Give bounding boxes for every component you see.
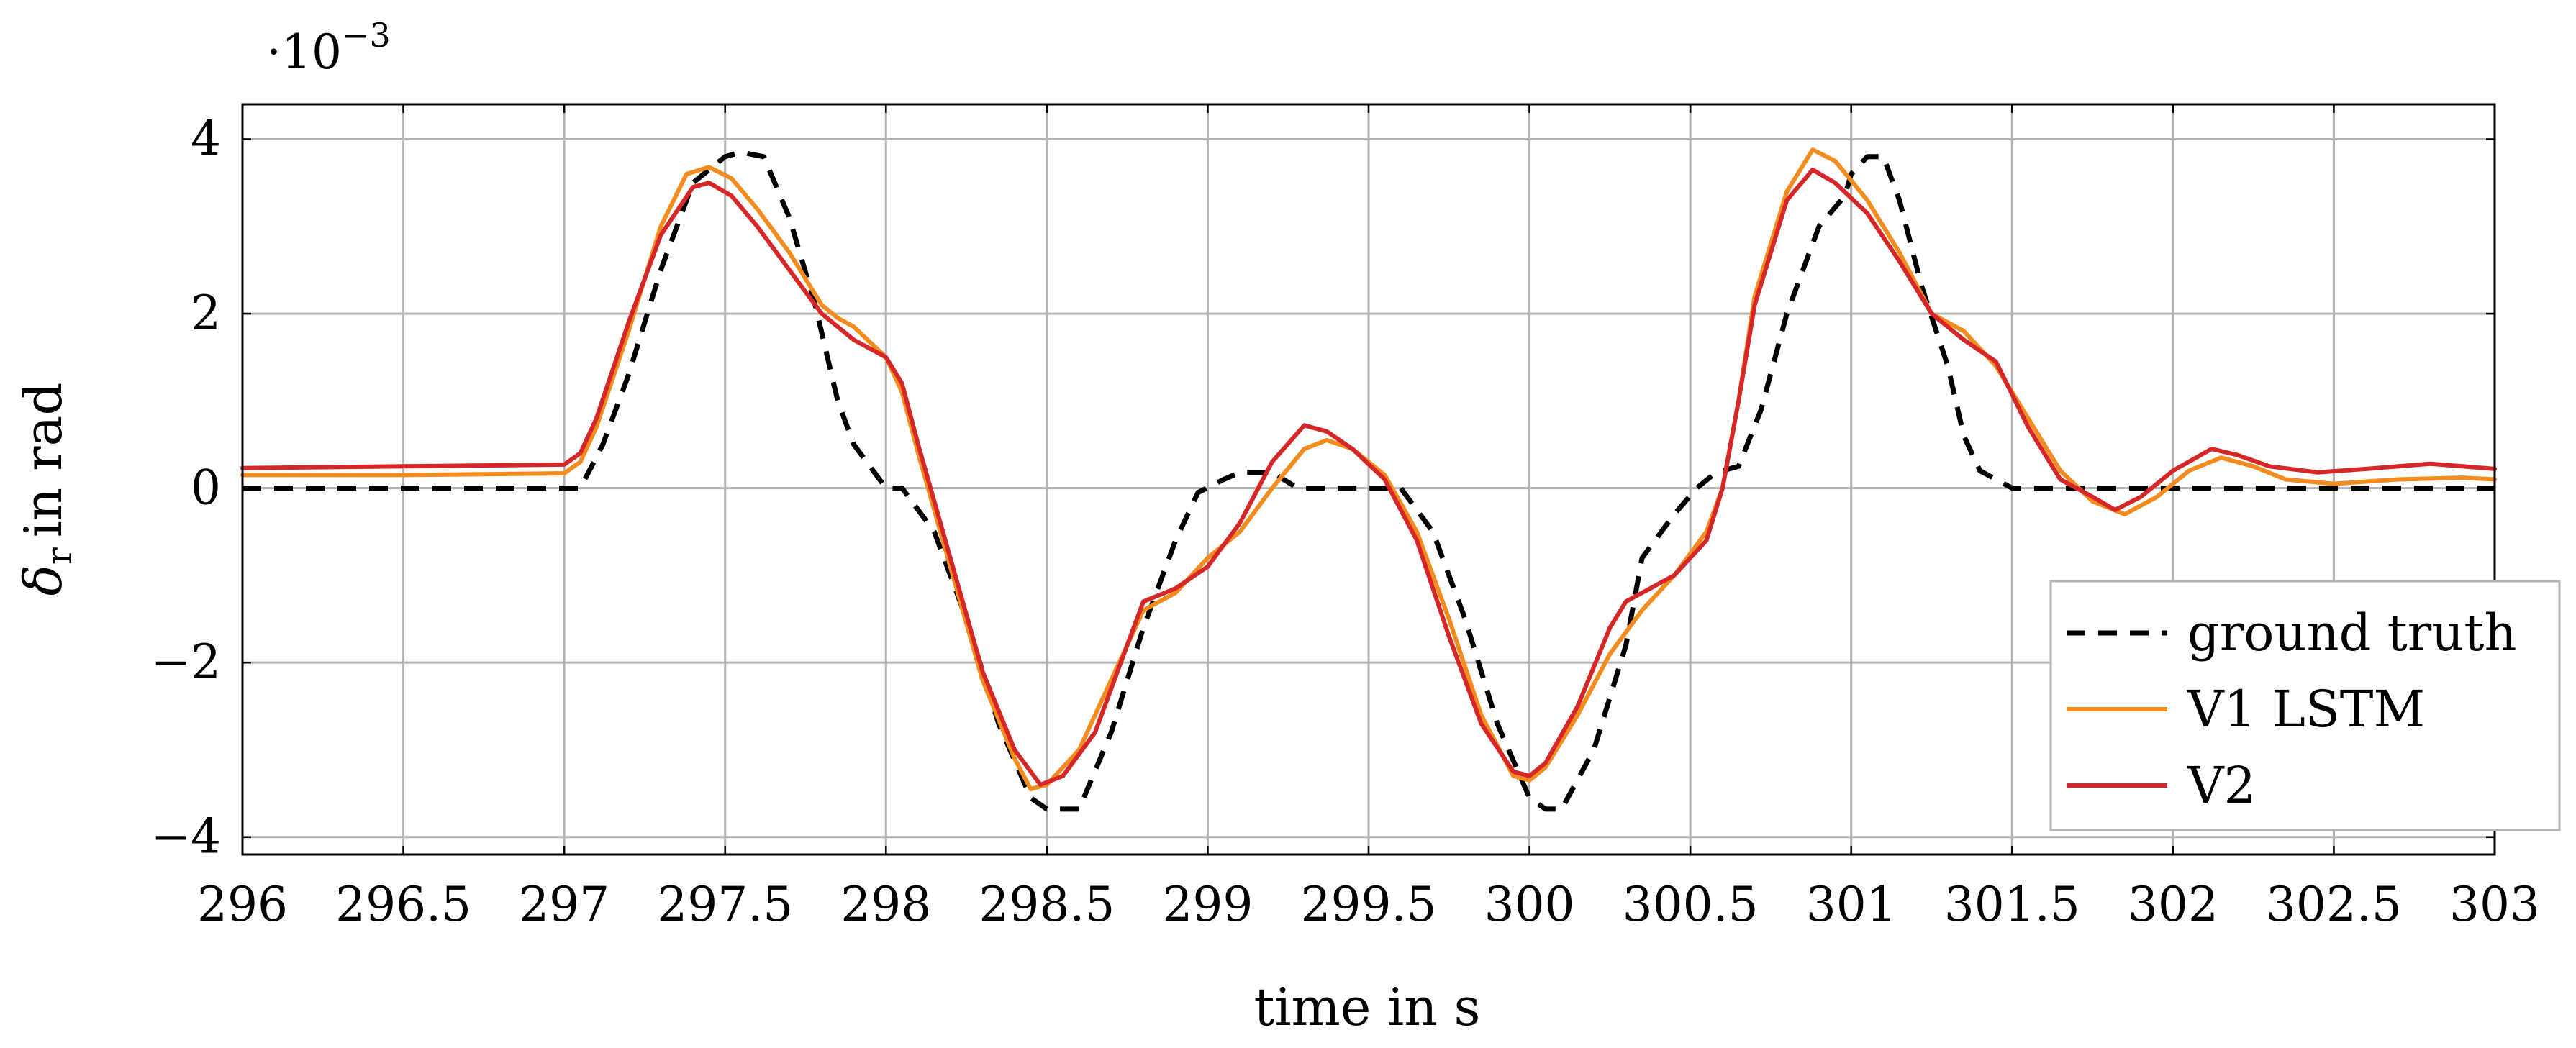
x-tick-label: 300.5 xyxy=(1623,877,1759,932)
y-tick-label: 2 xyxy=(191,286,221,341)
x-tick-label: 298.5 xyxy=(979,877,1115,932)
axis-ticks: 296 296.5 297 297.5 298 298.5 299 299.5 300 300.5… xyxy=(151,104,2540,932)
x-tick-label: 302 xyxy=(2128,877,2218,932)
series-line-ground-truth xyxy=(242,150,2495,812)
x-tick-label: 299 xyxy=(1162,877,1253,932)
legend-box xyxy=(2049,580,2561,831)
legend: ground truth V1 LSTM V2 xyxy=(2049,580,2561,831)
series-line-v2 xyxy=(240,168,2497,787)
legend-label: ground truth xyxy=(2187,603,2517,662)
x-tick-label: 300 xyxy=(1484,877,1575,932)
series-lines xyxy=(240,147,2497,812)
y-tick-label: 0 xyxy=(191,460,221,516)
x-tick-label: 296.5 xyxy=(335,877,471,932)
x-tick-label: 303 xyxy=(2449,877,2540,932)
y-tick-label: 4 xyxy=(191,111,221,167)
x-tick-label: 297.5 xyxy=(657,877,793,932)
legend-label: V1 LSTM xyxy=(2187,680,2425,739)
y-exponent-label: ·10−3 xyxy=(266,16,391,80)
x-tick-label: 296 xyxy=(197,877,288,932)
x-tick-label: 298 xyxy=(840,877,931,932)
x-tick-label: 302.5 xyxy=(2266,877,2402,932)
x-tick-label: 299.5 xyxy=(1301,877,1437,932)
legend-label: V2 xyxy=(2187,756,2256,815)
x-axis-label: time in s xyxy=(1254,977,1481,1037)
x-tick-label: 301 xyxy=(1806,877,1897,932)
y-tick-label: −4 xyxy=(151,809,221,865)
x-tick-label: 301.5 xyxy=(1944,877,2080,932)
series-line-v1-lstm xyxy=(240,147,2497,791)
y-axis-label: δrin rad xyxy=(13,383,80,596)
y-tick-label: −2 xyxy=(151,634,221,690)
x-tick-label: 297 xyxy=(519,877,609,932)
